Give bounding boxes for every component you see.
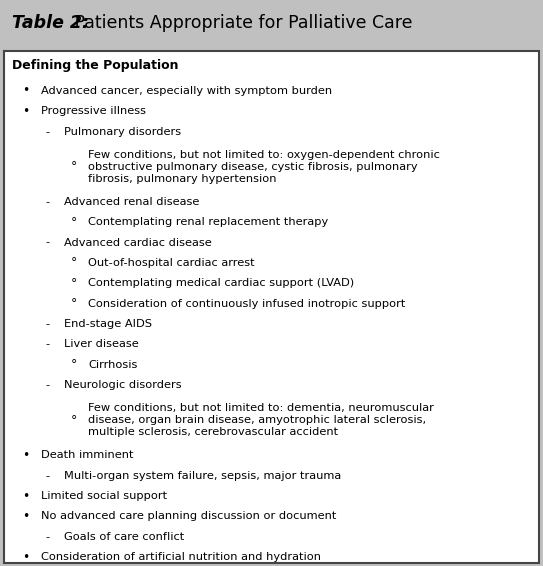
Text: Limited social support: Limited social support [41, 491, 167, 501]
Text: •: • [22, 449, 29, 462]
FancyBboxPatch shape [0, 0, 543, 46]
Text: Pulmonary disorders: Pulmonary disorders [64, 127, 181, 136]
Text: Few conditions, but not limited to: dementia, neuromuscular
disease, organ brain: Few conditions, but not limited to: deme… [88, 403, 434, 438]
Text: -: - [45, 197, 49, 207]
Text: Consideration of continuously infused inotropic support: Consideration of continuously infused in… [88, 299, 405, 308]
Text: Liver disease: Liver disease [64, 340, 139, 349]
Text: Contemplating medical cardiac support (LVAD): Contemplating medical cardiac support (L… [88, 278, 354, 288]
Text: Advanced cancer, especially with symptom burden: Advanced cancer, especially with symptom… [41, 86, 332, 96]
Text: -: - [45, 380, 49, 390]
Text: -: - [45, 340, 49, 349]
Text: -: - [45, 238, 49, 247]
Text: °: ° [71, 216, 77, 229]
Text: -: - [45, 319, 49, 329]
Text: °: ° [71, 297, 77, 310]
Text: Few conditions, but not limited to: oxygen-dependent chronic
obstructive pulmona: Few conditions, but not limited to: oxyg… [88, 149, 440, 184]
FancyBboxPatch shape [4, 51, 539, 563]
Text: Table 2:: Table 2: [12, 14, 89, 32]
Text: •: • [22, 490, 29, 503]
Text: -: - [45, 532, 49, 542]
Text: -: - [45, 471, 49, 481]
Text: °: ° [71, 358, 77, 371]
Text: Cirrhosis: Cirrhosis [88, 360, 137, 370]
Text: •: • [22, 551, 29, 564]
Text: •: • [22, 105, 29, 118]
Text: Progressive illness: Progressive illness [41, 106, 146, 116]
Text: Advanced cardiac disease: Advanced cardiac disease [64, 238, 212, 247]
Text: •: • [22, 84, 29, 97]
Text: No advanced care planning discussion or document: No advanced care planning discussion or … [41, 512, 336, 521]
Text: Contemplating renal replacement therapy: Contemplating renal replacement therapy [88, 217, 328, 227]
Text: Defining the Population: Defining the Population [12, 59, 179, 71]
Text: Goals of care conflict: Goals of care conflict [64, 532, 184, 542]
Text: °: ° [71, 414, 77, 427]
Text: Consideration of artificial nutrition and hydration: Consideration of artificial nutrition an… [41, 552, 321, 562]
Text: End-stage AIDS: End-stage AIDS [64, 319, 152, 329]
Text: Out-of-hospital cardiac arrest: Out-of-hospital cardiac arrest [88, 258, 255, 268]
Text: Patients Appropriate for Palliative Care: Patients Appropriate for Palliative Care [69, 14, 413, 32]
Text: Multi-organ system failure, sepsis, major trauma: Multi-organ system failure, sepsis, majo… [64, 471, 342, 481]
Text: °: ° [71, 256, 77, 269]
Text: •: • [22, 510, 29, 523]
Text: Death imminent: Death imminent [41, 451, 133, 460]
Text: Neurologic disorders: Neurologic disorders [64, 380, 182, 390]
Text: °: ° [71, 160, 77, 173]
Text: °: ° [71, 277, 77, 290]
Text: Advanced renal disease: Advanced renal disease [64, 197, 199, 207]
Text: -: - [45, 127, 49, 136]
